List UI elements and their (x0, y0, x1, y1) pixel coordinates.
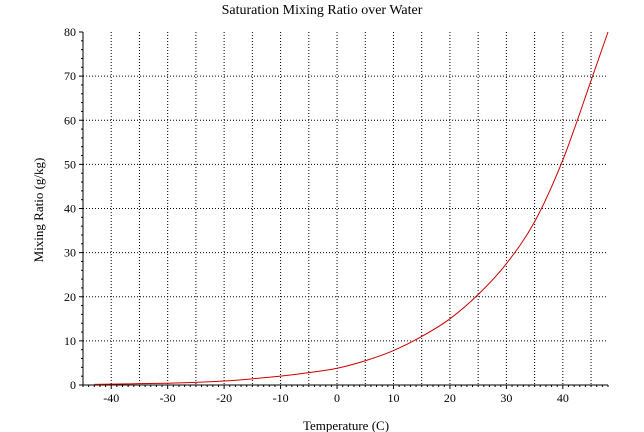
chart-title: Saturation Mixing Ratio over Water (222, 3, 423, 18)
y-tick-label: 40 (64, 202, 76, 216)
y-tick-label: 10 (64, 334, 76, 348)
x-tick-label: 30 (500, 391, 512, 405)
grid (83, 32, 608, 385)
y-tick-label: 70 (64, 69, 76, 83)
x-tick-label: -30 (160, 391, 176, 405)
x-tick-label: 0 (334, 391, 340, 405)
y-tick-label: 0 (70, 378, 76, 392)
y-tick-label: 60 (64, 113, 76, 127)
y-tick-label: 20 (64, 290, 76, 304)
x-tick-label: 20 (444, 391, 456, 405)
y-tick-label: 30 (64, 246, 76, 260)
x-tick-label: 40 (557, 391, 569, 405)
series-line-0 (94, 31, 609, 385)
y-tick-label: 80 (64, 25, 76, 39)
y-tick-label: 50 (64, 157, 76, 171)
x-tick-label: -20 (216, 391, 232, 405)
x-axis: -40 -30 -20 -10 0 10 20 30 40 (82, 385, 609, 405)
series-group (94, 31, 609, 385)
y-axis: 0 10 20 30 40 50 60 70 80 (64, 25, 83, 392)
x-tick-label: -40 (103, 391, 119, 405)
x-tick-label: 10 (387, 391, 399, 405)
y-axis-label: Mixing Ratio (g/kg) (31, 158, 46, 263)
x-tick-label: -10 (273, 391, 289, 405)
x-axis-label: Temperature (C) (303, 418, 389, 432)
